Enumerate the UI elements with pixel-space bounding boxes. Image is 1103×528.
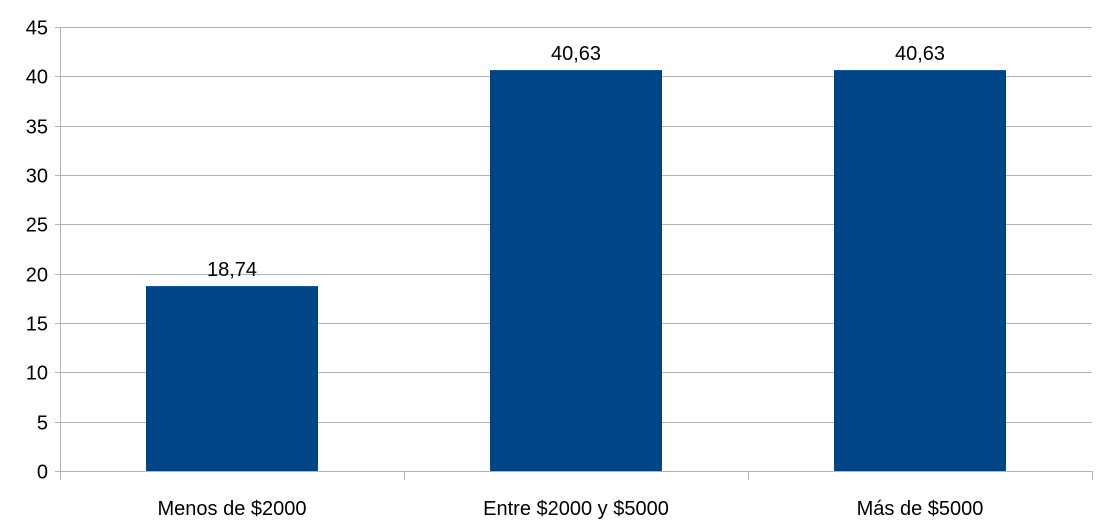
y-tick-label: 40 <box>26 67 48 89</box>
y-tick-label: 5 <box>37 413 48 435</box>
bars <box>146 70 1006 471</box>
y-tick-label: 45 <box>26 18 48 40</box>
bar <box>834 70 1006 471</box>
bar-value-label: 40,63 <box>895 43 945 65</box>
bar <box>490 70 662 471</box>
y-tick-label: 10 <box>26 363 48 385</box>
y-tick-label: 20 <box>26 265 48 287</box>
bar <box>146 286 318 471</box>
y-tick-label: 0 <box>37 462 48 484</box>
x-category-label: Entre $2000 y $5000 <box>483 498 669 520</box>
bar-value-label: 40,63 <box>551 43 601 65</box>
bar-value-label: 18,74 <box>207 259 257 281</box>
axes <box>60 27 1093 480</box>
x-category-label: Menos de $2000 <box>157 498 306 520</box>
y-tick-label: 35 <box>26 117 48 139</box>
y-tick-label: 15 <box>26 314 48 336</box>
labels: 0 5 10 15 20 25 30 35 40 45 18,74 Menos de $2000 40,… <box>26 18 984 521</box>
y-tick-label: 30 <box>26 166 48 188</box>
y-tick-label: 25 <box>26 215 48 237</box>
x-category-label: Más de $5000 <box>857 498 984 520</box>
